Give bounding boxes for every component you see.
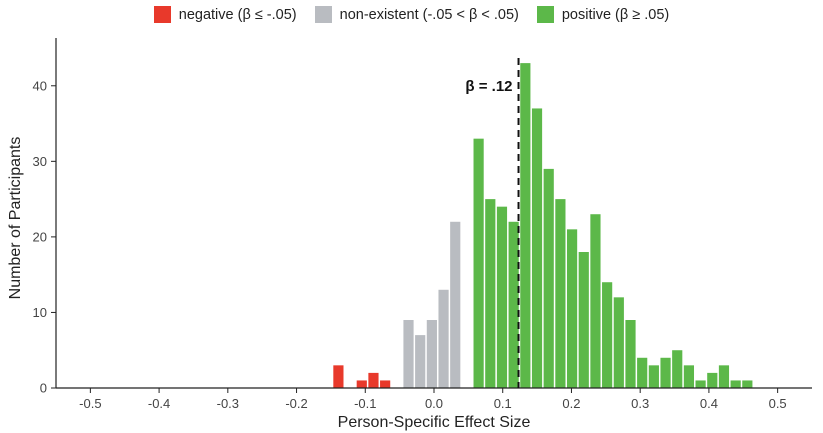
bar-2-14 (637, 357, 648, 388)
legend-item-non-existent: non-existent (-.05 < β < .05) (314, 6, 519, 23)
legend: negative (β ≤ -.05) non-existent (-.05 <… (0, 6, 823, 23)
legend-swatch-non-existent (314, 6, 332, 23)
y-axis-label: Number of Participants (7, 137, 24, 300)
bar-2-20 (707, 372, 718, 388)
bar-2-19 (695, 380, 706, 388)
bar-2-2 (496, 206, 508, 388)
bar-0-2 (368, 372, 379, 388)
axes-group: -0.5 -0.4 -0.3 -0.2 -0.1 0.0 0.1 0.2 0.3 0.4 0.5 0 1… (33, 38, 812, 411)
bar-0-1 (356, 380, 367, 388)
y-tick-label-4: 40 (33, 78, 47, 93)
legend-item-positive: positive (β ≥ .05) (536, 6, 670, 23)
bar-2-3 (508, 221, 519, 388)
bar-2-5 (531, 108, 543, 388)
bar-2-13 (625, 320, 636, 388)
x-tick-label-6: 0.1 (494, 396, 512, 411)
bar-2-21 (718, 365, 730, 388)
x-axis-label: Person-Specific Effect Size (338, 414, 531, 431)
y-tick-label-1: 10 (33, 305, 47, 320)
bar-2-16 (660, 357, 671, 388)
bar-2-4 (520, 63, 531, 388)
bar-2-1 (485, 199, 496, 388)
y-tick-label-2: 20 (33, 229, 47, 244)
legend-label-positive: positive (β ≥ .05) (561, 6, 670, 23)
bar-2-11 (602, 282, 613, 388)
y-tick-label-0: 0 (40, 381, 47, 396)
x-tick-label-4: -0.1 (354, 396, 376, 411)
x-tick-label-8: 0.3 (631, 396, 649, 411)
legend-label-non-existent: non-existent (-.05 < β < .05) (339, 6, 519, 23)
bar-0-3 (380, 380, 391, 388)
bar-2-9 (578, 252, 589, 388)
x-tick-label-3: -0.2 (285, 396, 307, 411)
legend-swatch-positive (536, 6, 554, 23)
bar-1-0 (403, 320, 414, 388)
bar-1-3 (438, 289, 449, 388)
bar-2-15 (648, 365, 659, 388)
x-tick-label-5: 0.0 (425, 396, 443, 411)
bar-0-0 (333, 365, 344, 388)
bar-2-22 (730, 380, 741, 388)
x-tick-label-7: 0.2 (562, 396, 580, 411)
reference-line-label: β = .12 (465, 78, 512, 95)
bar-2-6 (543, 168, 554, 388)
bar-2-12 (613, 297, 624, 388)
bars-group (333, 63, 753, 388)
bar-2-10 (590, 214, 601, 388)
bar-2-18 (683, 365, 695, 388)
bar-2-23 (742, 380, 753, 388)
x-tick-label-0: -0.5 (79, 396, 101, 411)
bar-2-7 (555, 199, 566, 388)
x-tick-label-2: -0.3 (217, 396, 239, 411)
bar-1-2 (426, 320, 437, 388)
legend-item-negative: negative (β ≤ -.05) (153, 6, 297, 23)
bar-2-8 (566, 229, 578, 388)
bar-1-4 (450, 221, 461, 388)
bar-1-1 (415, 335, 426, 388)
x-tick-label-9: 0.4 (700, 396, 718, 411)
x-tick-label-10: 0.5 (769, 396, 787, 411)
bar-2-0 (473, 138, 484, 388)
legend-swatch-negative (153, 6, 171, 23)
bar-2-17 (672, 350, 683, 388)
y-tick-label-3: 30 (33, 154, 47, 169)
x-tick-label-1: -0.4 (148, 396, 170, 411)
legend-label-negative: negative (β ≤ -.05) (178, 6, 297, 23)
